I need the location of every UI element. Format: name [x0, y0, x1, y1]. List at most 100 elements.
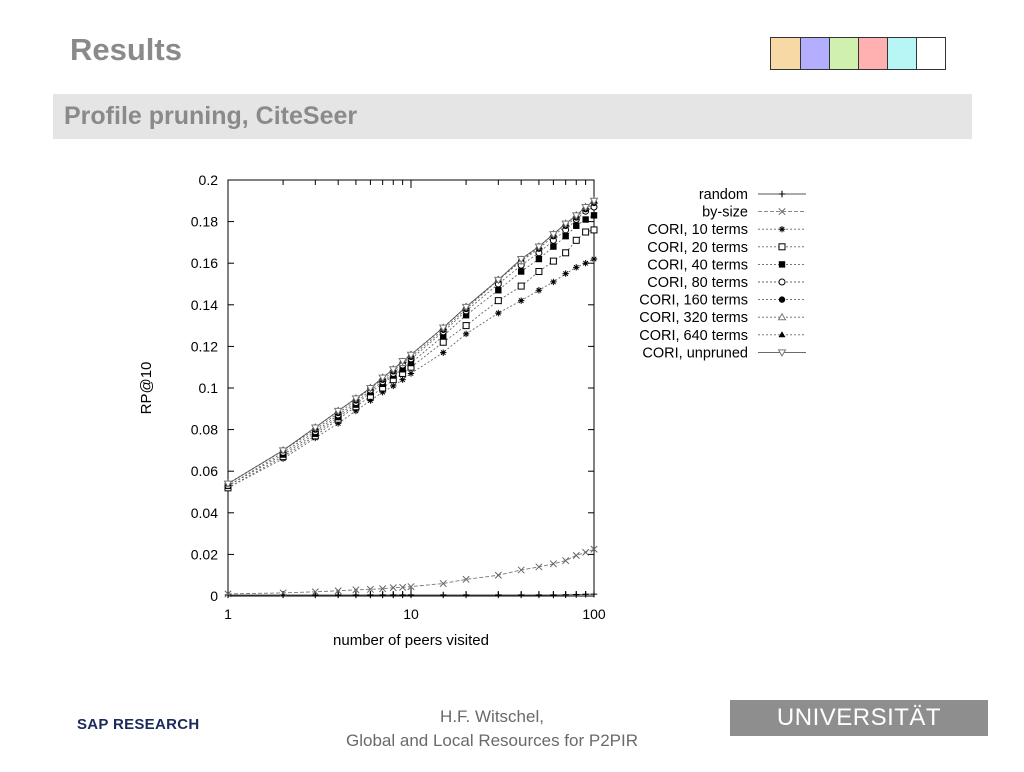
- series-cori-640-terms: [224, 197, 598, 487]
- legend-marker: [778, 190, 786, 198]
- data-point: [582, 548, 590, 556]
- series-line: [227, 202, 595, 485]
- legend-marker: [778, 226, 786, 233]
- data-point: [351, 395, 361, 403]
- data-point: [495, 287, 502, 294]
- data-point: [582, 591, 589, 598]
- data-point: [573, 264, 580, 271]
- y-tick-label: 0.04: [191, 505, 218, 521]
- legend-marker: [778, 296, 786, 303]
- footer-talk-title: Global and Local Resources for P2PIR: [346, 731, 638, 750]
- legend-marker: [778, 208, 786, 216]
- data-point: [493, 276, 503, 285]
- data-point: [389, 584, 397, 592]
- data-point: [352, 591, 360, 599]
- legend-marker: [778, 261, 786, 268]
- data-point: [407, 591, 415, 599]
- data-point: [390, 382, 397, 390]
- data-point: [535, 268, 543, 276]
- legend-label: CORI, 20 terms: [647, 240, 748, 256]
- data-point: [590, 545, 598, 553]
- y-tick-label: 0.18: [191, 214, 218, 230]
- data-point: [439, 338, 447, 346]
- color-swatch: [771, 38, 800, 69]
- color-swatch: [887, 38, 916, 69]
- data-point: [581, 204, 590, 212]
- data-point: [390, 591, 397, 599]
- data-point: [399, 366, 406, 373]
- y-tick-label: 0.08: [191, 422, 218, 438]
- university-logo: UNIVERSITÄT LEIPZIG: [730, 700, 988, 767]
- x-axis-label: number of peers visited: [333, 632, 489, 649]
- y-tick-label: 0.1: [199, 380, 219, 396]
- data-point: [535, 591, 543, 599]
- data-point: [312, 591, 319, 599]
- data-point: [439, 579, 447, 588]
- y-tick-label: 0.16: [191, 255, 218, 271]
- data-point: [399, 583, 407, 591]
- y-tick-label: 0.12: [191, 338, 218, 354]
- data-point: [516, 256, 526, 264]
- y-tick-label: 0.14: [191, 297, 218, 313]
- data-point: [495, 591, 502, 599]
- data-point: [562, 557, 570, 565]
- data-point: [399, 591, 406, 599]
- data-point: [311, 588, 319, 596]
- data-point: [550, 243, 557, 250]
- data-point: [461, 303, 471, 312]
- data-point: [367, 591, 374, 599]
- series-cori-unpruned: [223, 197, 599, 489]
- data-point: [438, 324, 448, 333]
- data-point: [352, 407, 360, 415]
- y-tick-label: 0.06: [191, 463, 218, 479]
- data-point: [562, 249, 570, 257]
- data-point: [549, 231, 558, 239]
- data-point: [517, 268, 525, 275]
- legend-label: CORI, 40 terms: [647, 257, 748, 273]
- data-point: [535, 255, 543, 263]
- slide-title: Results: [70, 32, 182, 67]
- legend-label: by-size: [702, 205, 748, 221]
- data-point: [224, 590, 232, 598]
- data-point: [571, 212, 581, 220]
- data-point: [379, 591, 386, 599]
- legend-label: CORI, 80 terms: [647, 275, 748, 291]
- data-point: [573, 222, 580, 229]
- data-point: [378, 374, 388, 383]
- data-point: [352, 586, 360, 594]
- data-point: [562, 232, 569, 240]
- subtitle-bar: Profile pruning, CiteSeer: [53, 94, 972, 139]
- data-point: [279, 589, 287, 597]
- data-point: [406, 351, 416, 360]
- color-swatch-strip: [770, 37, 946, 70]
- footer-credit: H.F. Witschel, Global and Local Resource…: [300, 705, 684, 753]
- series-line: [227, 548, 595, 595]
- legend-label: random: [699, 187, 748, 203]
- data-point: [379, 388, 386, 396]
- data-point: [462, 575, 470, 583]
- data-point: [366, 385, 375, 393]
- y-tick-label: 0: [210, 588, 218, 604]
- data-point: [562, 270, 569, 277]
- y-tick-label: 0.2: [199, 172, 219, 188]
- data-point: [572, 236, 580, 244]
- y-tick-label: 0.02: [191, 546, 218, 562]
- x-tick-label: 100: [582, 606, 606, 622]
- legend-label: CORI, 10 terms: [647, 222, 748, 238]
- data-point: [388, 366, 398, 374]
- series-by-size: [224, 545, 598, 598]
- data-point: [334, 587, 342, 595]
- legend-marker: [778, 331, 786, 338]
- data-point: [462, 312, 470, 319]
- footer-author: H.F. Witschel,: [440, 707, 544, 726]
- data-point: [590, 590, 598, 598]
- slide-subtitle: Profile pruning, CiteSeer: [64, 102, 358, 130]
- data-point: [494, 297, 502, 305]
- data-point: [562, 591, 569, 598]
- color-swatch: [916, 38, 945, 69]
- data-point: [590, 212, 598, 219]
- sap-research-logo: SAP RESEARCH: [77, 716, 200, 733]
- data-point: [517, 282, 525, 290]
- x-tick-label: 1: [224, 606, 232, 622]
